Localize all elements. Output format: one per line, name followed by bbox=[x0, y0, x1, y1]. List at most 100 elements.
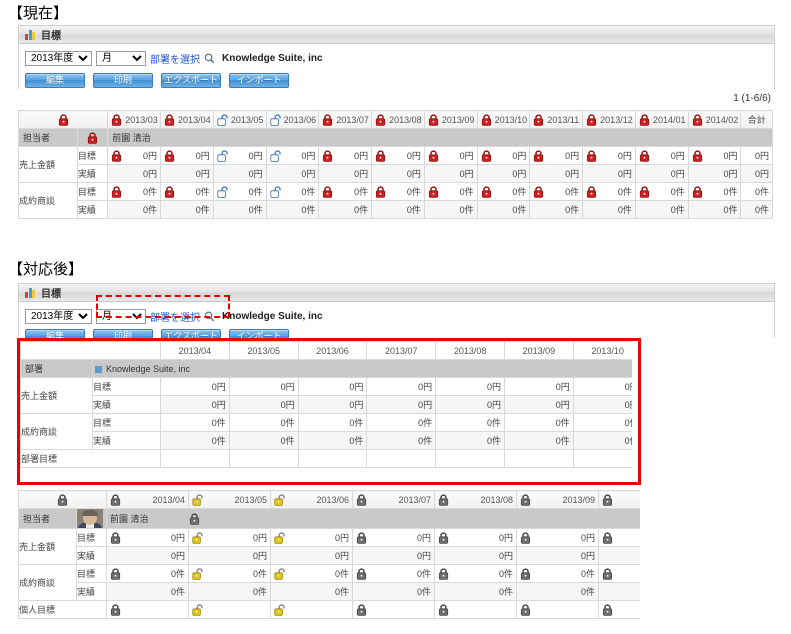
value-cell[interactable]: 0件 bbox=[572, 431, 632, 450]
dept-goal-cell[interactable] bbox=[297, 449, 368, 468]
lock-closed-icon[interactable] bbox=[110, 531, 121, 544]
value-cell[interactable]: 0円 bbox=[423, 164, 478, 183]
period-select[interactable]: 月 bbox=[96, 50, 146, 66]
lock-open-icon[interactable] bbox=[274, 493, 285, 506]
value-cell[interactable]: 0円 bbox=[434, 528, 517, 547]
lock-closed-icon[interactable] bbox=[375, 113, 386, 126]
value-cell[interactable]: 0件 bbox=[106, 564, 189, 583]
lock-open-icon[interactable] bbox=[269, 185, 281, 198]
lock-closed-icon[interactable] bbox=[428, 149, 439, 162]
value-cell[interactable]: 0件 bbox=[423, 200, 478, 219]
value-cell[interactable]: 0件 bbox=[598, 582, 640, 601]
value-cell[interactable]: 0円 bbox=[188, 528, 271, 547]
value-cell[interactable]: 0円 bbox=[160, 395, 230, 414]
dept-goal-cell[interactable] bbox=[503, 449, 574, 468]
value-cell[interactable]: 0件 bbox=[435, 431, 505, 450]
fiscal-year-select[interactable]: 2013年度 bbox=[25, 308, 92, 324]
print-button[interactable]: 印刷 bbox=[93, 73, 153, 88]
dept-select-link[interactable]: 部署を選択 bbox=[150, 54, 200, 66]
value-cell[interactable]: 0円 bbox=[503, 395, 574, 414]
value-cell[interactable]: 0円 bbox=[572, 395, 632, 414]
lock-closed-icon[interactable] bbox=[57, 493, 68, 506]
lock-closed-icon[interactable] bbox=[322, 113, 333, 126]
lock-closed-icon[interactable] bbox=[602, 531, 613, 544]
lock-open-icon[interactable] bbox=[274, 531, 285, 544]
lock-closed-icon[interactable] bbox=[111, 149, 122, 162]
dept-goal-cell[interactable] bbox=[160, 449, 230, 468]
value-cell[interactable]: 0件 bbox=[228, 431, 299, 450]
dept-goal-cell[interactable] bbox=[228, 449, 299, 468]
value-cell[interactable]: 0件 bbox=[687, 200, 742, 219]
value-cell[interactable]: 0件 bbox=[228, 413, 299, 432]
value-cell[interactable]: 0円 bbox=[106, 546, 189, 565]
export-button[interactable]: エクスポート bbox=[161, 73, 221, 88]
value-cell[interactable]: 0件 bbox=[270, 582, 353, 601]
dept-goal-cell[interactable] bbox=[366, 449, 437, 468]
personal-goal-cell[interactable] bbox=[598, 600, 640, 619]
value-cell[interactable]: 0件 bbox=[318, 182, 373, 201]
lock-closed-icon[interactable] bbox=[533, 149, 544, 162]
value-cell[interactable]: 0件 bbox=[529, 200, 584, 219]
value-cell[interactable]: 0円 bbox=[228, 377, 299, 396]
value-cell[interactable]: 0円 bbox=[352, 546, 435, 565]
value-cell[interactable]: 0円 bbox=[366, 395, 437, 414]
value-cell[interactable]: 0円 bbox=[503, 377, 574, 396]
value-cell[interactable]: 0円 bbox=[212, 146, 267, 165]
lock-closed-icon[interactable] bbox=[639, 185, 650, 198]
edit-button[interactable]: 編集 bbox=[25, 73, 85, 88]
lock-closed-icon[interactable] bbox=[375, 185, 386, 198]
personal-goal-cell[interactable] bbox=[106, 600, 189, 619]
lock-closed-icon[interactable] bbox=[428, 113, 439, 126]
value-cell[interactable]: 0円 bbox=[297, 377, 368, 396]
lock-closed-icon[interactable] bbox=[322, 185, 333, 198]
value-cell[interactable]: 0円 bbox=[270, 528, 353, 547]
value-cell[interactable]: 0件 bbox=[106, 582, 189, 601]
lock-closed-icon[interactable] bbox=[438, 493, 449, 506]
lock-closed-icon[interactable] bbox=[533, 185, 544, 198]
value-cell[interactable]: 0円 bbox=[297, 395, 368, 414]
value-cell[interactable]: 0円 bbox=[582, 146, 636, 165]
value-cell[interactable]: 0円 bbox=[371, 146, 425, 165]
value-cell[interactable]: 0件 bbox=[435, 413, 505, 432]
value-cell[interactable]: 0円 bbox=[371, 164, 425, 183]
value-cell[interactable]: 0件 bbox=[634, 200, 689, 219]
value-cell[interactable]: 0件 bbox=[434, 582, 517, 601]
lock-closed-icon[interactable] bbox=[602, 493, 613, 506]
value-cell[interactable]: 0円 bbox=[634, 164, 689, 183]
value-cell[interactable]: 0件 bbox=[160, 182, 214, 201]
value-cell[interactable]: 0件 bbox=[598, 564, 640, 583]
lock-open-icon[interactable] bbox=[269, 149, 281, 162]
lock-closed-icon[interactable] bbox=[692, 149, 703, 162]
lock-closed-icon[interactable] bbox=[438, 567, 449, 580]
value-cell[interactable]: 0円 bbox=[270, 546, 353, 565]
personal-goal-cell[interactable] bbox=[516, 600, 599, 619]
value-cell[interactable]: 0件 bbox=[297, 431, 368, 450]
lock-closed-icon[interactable] bbox=[110, 567, 121, 580]
lock-closed-icon[interactable] bbox=[639, 113, 650, 126]
lock-closed-icon[interactable] bbox=[322, 149, 333, 162]
value-cell[interactable]: 0件 bbox=[476, 182, 531, 201]
value-cell[interactable]: 0円 bbox=[107, 146, 162, 165]
lock-closed-icon[interactable] bbox=[533, 113, 544, 126]
lock-closed-icon[interactable] bbox=[111, 185, 122, 198]
value-cell[interactable]: 0円 bbox=[318, 164, 373, 183]
value-cell[interactable]: 0件 bbox=[516, 564, 599, 583]
value-cell[interactable]: 0円 bbox=[572, 377, 632, 396]
value-cell[interactable]: 0円 bbox=[598, 528, 640, 547]
value-cell[interactable]: 0円 bbox=[435, 395, 505, 414]
lock-closed-icon[interactable] bbox=[481, 113, 492, 126]
value-cell[interactable]: 0円 bbox=[687, 146, 742, 165]
lock-open-icon[interactable] bbox=[192, 567, 203, 580]
lock-open-icon[interactable] bbox=[269, 113, 281, 126]
personal-goal-cell[interactable] bbox=[270, 600, 353, 619]
lock-open-icon[interactable] bbox=[217, 149, 228, 162]
value-cell[interactable]: 0件 bbox=[160, 200, 214, 219]
lock-closed-icon[interactable] bbox=[111, 113, 122, 126]
value-cell[interactable]: 0円 bbox=[582, 164, 636, 183]
lock-open-icon[interactable] bbox=[192, 493, 203, 506]
value-cell[interactable]: 0円 bbox=[265, 164, 320, 183]
lock-closed-icon[interactable] bbox=[481, 185, 492, 198]
value-cell[interactable]: 0件 bbox=[107, 182, 162, 201]
personal-goal-cell[interactable] bbox=[188, 600, 271, 619]
value-cell[interactable]: 0円 bbox=[434, 546, 517, 565]
